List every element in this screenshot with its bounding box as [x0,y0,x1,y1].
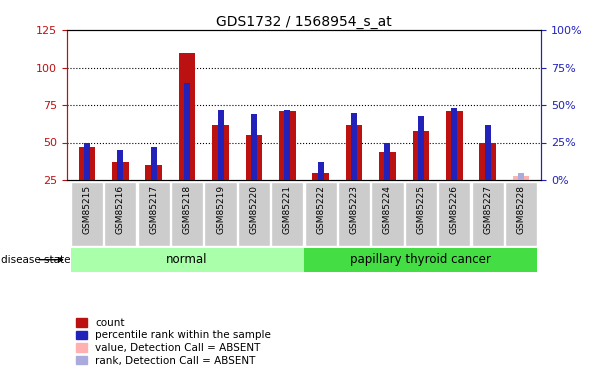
Bar [246,135,262,180]
Title: GDS1732 / 1568954_s_at: GDS1732 / 1568954_s_at [216,15,392,29]
Text: GSM85223: GSM85223 [350,185,359,234]
FancyBboxPatch shape [204,182,237,246]
Bar [313,172,329,180]
FancyBboxPatch shape [505,182,537,246]
Text: GSM85215: GSM85215 [83,185,91,234]
Text: GSM85220: GSM85220 [249,185,258,234]
Bar [179,53,195,180]
FancyBboxPatch shape [371,182,404,246]
FancyBboxPatch shape [238,182,270,246]
Text: GSM85219: GSM85219 [216,185,225,234]
Bar [218,110,224,180]
Text: GSM85218: GSM85218 [182,185,192,234]
Legend: count, percentile rank within the sample, value, Detection Call = ABSENT, rank, : count, percentile rank within the sample… [72,314,275,370]
Bar [285,110,290,180]
Bar [446,111,463,180]
Bar [318,162,323,180]
FancyBboxPatch shape [305,248,537,272]
FancyBboxPatch shape [271,182,303,246]
Text: GSM85224: GSM85224 [383,185,392,234]
Bar [418,116,424,180]
Bar [384,142,390,180]
Text: GSM85222: GSM85222 [316,185,325,234]
Text: GSM85228: GSM85228 [517,185,525,234]
Text: normal: normal [167,253,208,266]
FancyBboxPatch shape [137,182,170,246]
Bar [479,142,496,180]
Bar [413,130,429,180]
Text: papillary thyroid cancer: papillary thyroid cancer [350,253,491,266]
FancyBboxPatch shape [338,182,370,246]
Text: GSM85217: GSM85217 [149,185,158,234]
Bar [112,162,129,180]
Bar [351,112,357,180]
FancyBboxPatch shape [405,182,437,246]
FancyBboxPatch shape [472,182,503,246]
Bar [279,111,295,180]
Text: GSM85216: GSM85216 [116,185,125,234]
Bar [212,124,229,180]
FancyBboxPatch shape [305,182,337,246]
FancyBboxPatch shape [71,182,103,246]
FancyBboxPatch shape [71,248,303,272]
Bar [451,108,457,180]
Bar [84,142,90,180]
Bar [145,165,162,180]
Bar [184,82,190,180]
Text: disease state: disease state [1,255,71,265]
Text: GSM85225: GSM85225 [416,185,426,234]
Bar [251,114,257,180]
Text: GSM85221: GSM85221 [283,185,292,234]
Text: GSM85227: GSM85227 [483,185,492,234]
Bar [379,152,396,180]
Bar [78,147,95,180]
FancyBboxPatch shape [438,182,471,246]
Bar [117,150,123,180]
FancyBboxPatch shape [105,182,136,246]
Bar [151,147,157,180]
Text: GSM85226: GSM85226 [450,185,459,234]
Bar [485,124,491,180]
Bar [513,176,530,180]
Bar [346,124,362,180]
Bar [518,172,524,180]
FancyBboxPatch shape [171,182,203,246]
